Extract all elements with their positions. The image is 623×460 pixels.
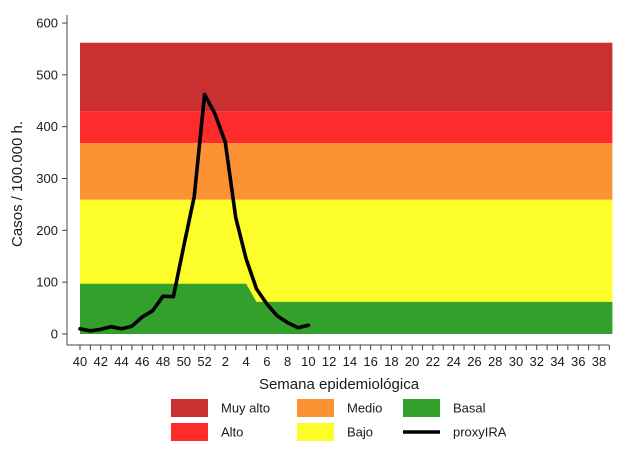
x-tick-label: 30	[509, 354, 523, 369]
x-tick-label: 36	[571, 354, 585, 369]
x-tick-label: 26	[467, 354, 481, 369]
y-tick-label: 200	[36, 223, 58, 238]
x-tick-label: 18	[384, 354, 398, 369]
x-tick-label: 8	[284, 354, 291, 369]
legend-label-muy-alto: Muy alto	[221, 401, 270, 416]
x-tick-label: 32	[529, 354, 543, 369]
y-tick-label: 600	[36, 16, 58, 31]
band-medio	[80, 143, 613, 200]
x-tick-label: 46	[135, 354, 149, 369]
x-tick-label: 10	[301, 354, 315, 369]
y-tick-label: 400	[36, 119, 58, 134]
x-tick-label: 52	[197, 354, 211, 369]
basal-band	[80, 283, 613, 334]
y-tick-label: 500	[36, 67, 58, 82]
x-tick-label: 2	[222, 354, 229, 369]
x-tick-label: 24	[446, 354, 460, 369]
legend: Muy alto Medio Basal Alto Bajo proxyIRA	[171, 399, 507, 441]
legend-label-alto: Alto	[221, 425, 243, 440]
legend-label-bajo: Bajo	[347, 425, 373, 440]
x-tick-label: 28	[488, 354, 502, 369]
x-tick-label: 48	[156, 354, 170, 369]
x-tick-label: 16	[363, 354, 377, 369]
legend-label-proxyira: proxyIRA	[453, 425, 507, 440]
x-tick-label: 6	[263, 354, 270, 369]
x-tick-label: 22	[426, 354, 440, 369]
legend-label-basal: Basal	[453, 401, 486, 416]
band-muy-alto	[80, 42, 613, 112]
legend-swatch-muy-alto	[171, 399, 208, 417]
x-ticks: 40 42 44 46 48 50 52 2 4 6 8 10 12 14 16 18 20 22 24 26 28 30…	[73, 345, 610, 369]
y-tick-label: 300	[36, 171, 58, 186]
axes	[66, 15, 609, 346]
legend-swatch-alto	[171, 423, 208, 441]
legend-swatch-basal	[403, 399, 440, 417]
x-tick-label: 12	[322, 354, 336, 369]
y-ticks: 0 100 200 300 400 500 600	[36, 16, 67, 342]
legend-swatch-bajo	[297, 423, 334, 441]
band-basal	[80, 283, 613, 334]
series-lines	[78, 92, 311, 333]
x-tick-label: 50	[177, 354, 191, 369]
y-tick-label: 100	[36, 275, 58, 290]
x-tick-label: 44	[114, 354, 128, 369]
x-tick-label: 34	[550, 354, 564, 369]
series-line-proxyira	[78, 92, 311, 333]
band-alto	[80, 111, 613, 144]
legend-swatch-medio	[297, 399, 334, 417]
x-tick-label: 40	[73, 354, 87, 369]
legend-label-medio: Medio	[347, 401, 382, 416]
y-tick-label: 0	[51, 327, 58, 342]
x-tick-label: 14	[343, 354, 357, 369]
x-tick-label: 38	[592, 354, 606, 369]
x-axis-title: Semana epidemiológica	[259, 376, 420, 393]
x-tick-label: 4	[242, 354, 249, 369]
y-axis-title: Casos / 100.000 h.	[9, 121, 26, 247]
x-tick-label: 42	[94, 354, 108, 369]
x-tick-label: 20	[405, 354, 419, 369]
